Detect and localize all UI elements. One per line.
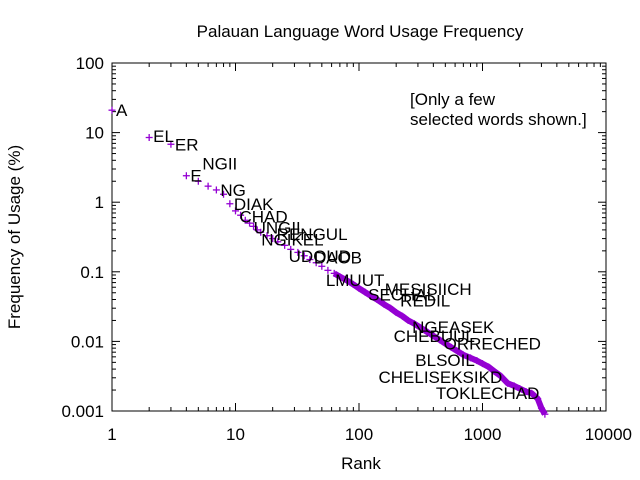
data-point bbox=[324, 266, 332, 274]
word-label: SECHAL bbox=[368, 286, 436, 305]
data-point bbox=[257, 228, 265, 236]
data-point bbox=[241, 216, 249, 224]
annotation-line-1: [Only a few bbox=[410, 90, 496, 109]
y-tick-label: 100 bbox=[76, 54, 104, 73]
y-tick-label: 1 bbox=[95, 193, 104, 212]
data-point bbox=[312, 259, 320, 267]
word-label: CHEBUUL bbox=[394, 327, 475, 346]
word-label: CHAD bbox=[240, 208, 288, 227]
word-label: MESISIICH bbox=[385, 280, 472, 299]
word-label: LMUUT bbox=[326, 271, 385, 290]
dense-tail-band bbox=[332, 270, 548, 416]
data-point bbox=[232, 207, 239, 215]
data-point bbox=[226, 200, 234, 208]
word-label: NGEASEK bbox=[412, 318, 495, 337]
axis-ticks bbox=[111, 62, 607, 412]
data-point bbox=[204, 182, 212, 190]
data-point bbox=[182, 172, 190, 180]
data-point bbox=[167, 140, 175, 148]
word-label: E bbox=[190, 167, 201, 186]
word-label: REDIL bbox=[400, 291, 450, 310]
data-point bbox=[269, 235, 277, 243]
data-point bbox=[108, 106, 116, 114]
word-label: ER bbox=[175, 135, 199, 154]
word-label: A bbox=[116, 101, 128, 120]
data-point bbox=[274, 238, 282, 246]
word-label: BLSOIL bbox=[415, 351, 475, 370]
data-point bbox=[294, 248, 302, 256]
word-label: ORRECHED bbox=[444, 335, 541, 354]
y-tick-label: 0.01 bbox=[71, 332, 104, 351]
x-tick-label: 10000 bbox=[585, 425, 632, 444]
y-tick-label: 10 bbox=[85, 124, 104, 143]
x-tick-label: 1000 bbox=[464, 425, 502, 444]
data-point bbox=[194, 177, 202, 185]
word-label: UDOUD bbox=[289, 247, 351, 266]
chart-title: Palauan Language Word Usage Frequency bbox=[197, 22, 524, 41]
word-label: NGII bbox=[202, 154, 237, 173]
x-tick-labels: 1 10 100 1000 10000 bbox=[107, 425, 632, 444]
y-axis-label: Frequency of Usage (%) bbox=[5, 145, 24, 329]
word-label: DIAK bbox=[234, 195, 274, 214]
data-point bbox=[250, 222, 258, 230]
data-point bbox=[220, 190, 228, 198]
x-tick-label: 1 bbox=[107, 425, 116, 444]
annotation-line-2: selected words shown.] bbox=[410, 110, 587, 129]
word-label: NG bbox=[220, 181, 246, 200]
y-tick-label: 0.001 bbox=[61, 402, 104, 421]
data-points bbox=[108, 106, 549, 418]
data-point bbox=[300, 252, 308, 260]
word-label: EL bbox=[153, 127, 174, 146]
data-point bbox=[212, 186, 220, 194]
data-point bbox=[145, 134, 153, 142]
x-axis-label: Rank bbox=[341, 454, 381, 473]
word-label: RENGUL bbox=[277, 225, 348, 244]
word-label: UNGIL bbox=[254, 219, 306, 238]
data-point bbox=[306, 256, 314, 264]
data-point bbox=[263, 232, 271, 240]
data-point bbox=[281, 241, 289, 249]
data-point bbox=[287, 245, 295, 253]
data-point bbox=[246, 219, 254, 227]
data-point bbox=[237, 211, 245, 219]
y-tick-label: 0.1 bbox=[80, 263, 104, 282]
y-tick-labels: 0.001 0.01 0.1 1 10 100 bbox=[61, 54, 104, 421]
x-tick-label: 100 bbox=[345, 425, 373, 444]
word-label: TOKLECHAD bbox=[436, 384, 540, 403]
word-label: DAOB bbox=[314, 249, 362, 268]
word-label: NGIKEL bbox=[261, 231, 323, 250]
data-point bbox=[318, 262, 326, 270]
x-tick-label: 10 bbox=[226, 425, 245, 444]
word-label: CHELISEKSIKD bbox=[378, 368, 502, 387]
